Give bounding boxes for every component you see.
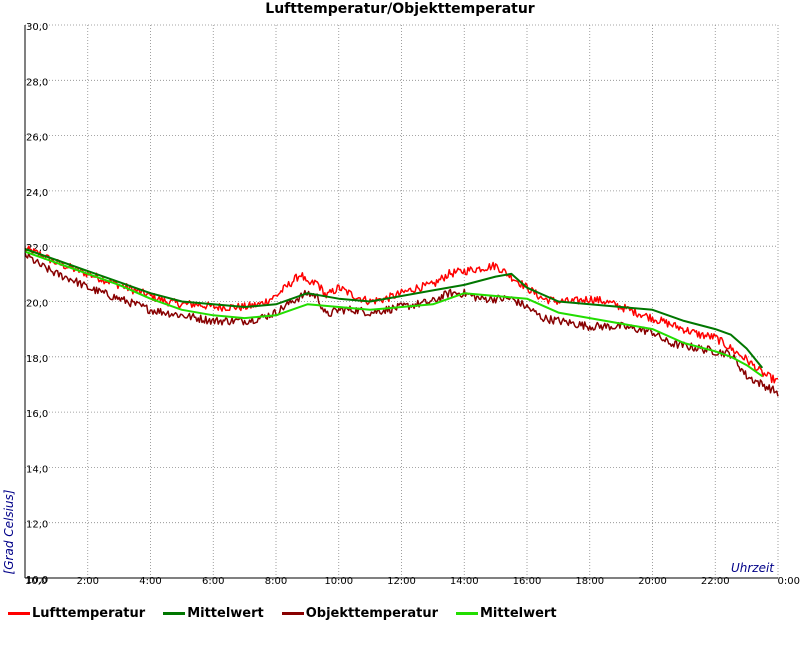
x-tick-label: 2:00: [77, 576, 99, 587]
y-tick-label: 14,0: [26, 464, 48, 475]
x-tick-label: 10:00: [324, 576, 353, 587]
legend-swatch: [163, 612, 186, 615]
x-tick-label: 18:00: [575, 576, 604, 587]
y-tick-label: 26,0: [26, 133, 48, 144]
legend-swatch: [8, 612, 30, 615]
legend-swatch: [281, 612, 304, 615]
x-tick-label: 10,0: [25, 576, 47, 587]
y-axis-label: [Grad Celsius]: [2, 489, 16, 574]
legend-label: Mittelwert: [480, 606, 557, 621]
legend-label: Lufttemperatur: [32, 606, 146, 621]
legend-label: Mittelwert: [187, 606, 264, 621]
legend-swatch: [456, 612, 478, 615]
x-tick-label: 6:00: [202, 576, 224, 587]
series-line-objekttemperatur-2: [24, 252, 779, 397]
legend: Lufttemperatur Mittelwert Objekttemperat…: [8, 606, 575, 621]
x-tick-label: 16:00: [513, 576, 542, 587]
y-tick-label: 18,0: [26, 354, 48, 365]
x-axis-label: Uhrzeit: [731, 561, 775, 575]
series-line-mittelwert-1: [24, 248, 764, 369]
x-tick-label: 14:00: [450, 576, 479, 587]
legend-item-mittelwert-object: Mittelwert: [456, 606, 557, 621]
y-tick-label: 16,0: [26, 409, 48, 420]
legend-item-mittelwert-air: Mittelwert: [163, 606, 264, 621]
legend-item-objekttemperatur: Objekttemperatur: [281, 606, 438, 621]
y-tick-label: 10,0: [26, 575, 48, 586]
legend-item-lufttemperatur: Lufttemperatur: [8, 606, 145, 621]
y-tick-label: 28,0: [26, 77, 48, 88]
series-line-lufttemperatur-0: [24, 245, 779, 384]
x-tick-label: 4:00: [139, 576, 161, 587]
chart-title: Lufttemperatur/Objekttemperatur: [265, 1, 535, 17]
y-tick-label: 20,0: [26, 299, 48, 310]
x-tick-label: 12:00: [387, 576, 416, 587]
x-tick-label: 8:00: [265, 576, 287, 587]
x-tick-label: 0:00: [778, 576, 800, 587]
y-tick-label: 22,0: [26, 243, 48, 254]
x-tick-label: 20:00: [638, 576, 667, 587]
y-tick-label: 24,0: [26, 188, 48, 199]
y-tick-label: 12,0: [26, 520, 48, 531]
y-tick-label: 30,0: [26, 22, 48, 33]
series-line-mittelwert-3: [24, 250, 763, 378]
x-tick-label: 22:00: [701, 576, 730, 587]
legend-label: Objekttemperatur: [305, 606, 438, 621]
